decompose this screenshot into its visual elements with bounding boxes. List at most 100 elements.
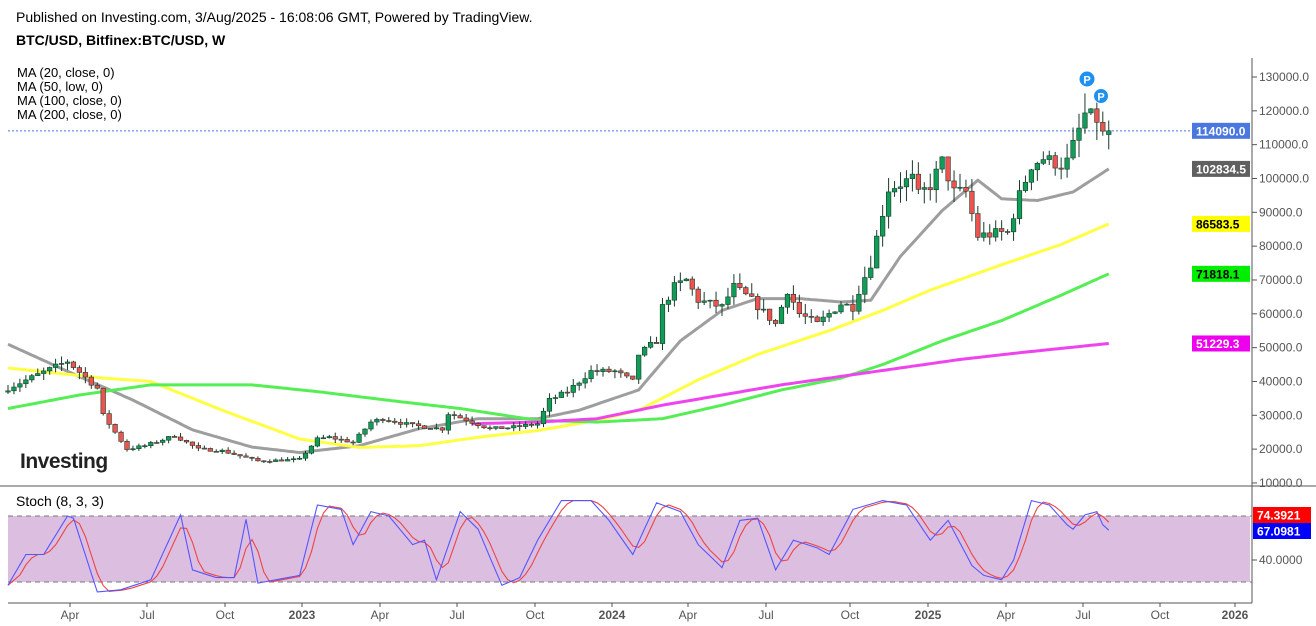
candle: [880, 204, 886, 247]
candle: [362, 428, 368, 437]
y-tick-label: 50000.0: [1259, 341, 1303, 355]
candle: [719, 303, 725, 316]
signal-marker-2[interactable]: P: [1093, 88, 1109, 104]
price-axis[interactable]: 130000.0 120000.0 110000.0 100000.0 90000.0 8…: [1252, 70, 1309, 567]
candle: [177, 432, 184, 442]
candles: [5, 91, 1112, 464]
stoch-lines: [7, 499, 1110, 593]
candle: [290, 456, 297, 463]
x-tick-label: Oct: [216, 608, 235, 622]
candle: [582, 372, 588, 389]
axes: [0, 58, 1316, 604]
candle-body: [862, 277, 868, 295]
candle-body: [225, 449, 231, 454]
candle-body: [576, 382, 582, 386]
candle: [1082, 93, 1088, 134]
candle-body: [981, 232, 987, 238]
candle-body: [374, 419, 380, 423]
candle-body: [326, 436, 332, 439]
candle: [1040, 151, 1046, 166]
candle: [618, 368, 624, 378]
y-tick-label: 110000.0: [1259, 138, 1308, 152]
candle: [659, 298, 666, 351]
candle: [386, 417, 392, 423]
candle: [243, 453, 249, 458]
ma200-value-tag: 51229.3: [1196, 337, 1240, 351]
candle: [1004, 229, 1011, 235]
candle-body: [630, 375, 636, 380]
candle: [790, 285, 796, 311]
candle: [160, 438, 166, 446]
candle-body: [749, 293, 755, 297]
candle: [409, 422, 416, 428]
candle-body: [404, 422, 410, 425]
candle: [332, 432, 338, 444]
candle: [725, 287, 731, 309]
candle: [665, 296, 672, 313]
candle: [677, 272, 683, 292]
candle: [981, 221, 987, 242]
x-tick-label: Apr: [679, 608, 698, 622]
candle: [1034, 161, 1040, 181]
candle: [856, 285, 862, 315]
y-tick-label: 60000.0: [1259, 307, 1303, 321]
candle: [915, 162, 921, 195]
candle-body: [201, 447, 207, 450]
candle: [392, 418, 398, 425]
candle: [439, 426, 445, 434]
candle-body: [868, 267, 874, 278]
candle: [701, 292, 707, 306]
candle: [142, 443, 148, 449]
candle-body: [261, 460, 267, 463]
candle-body: [76, 367, 82, 373]
candle: [749, 283, 755, 298]
ma100-value-tag: 71818.1: [1196, 267, 1240, 281]
candle: [17, 378, 23, 392]
candle-body: [1082, 112, 1088, 129]
ma-line-3: [472, 342, 1109, 426]
candle: [945, 156, 951, 191]
candle: [1010, 213, 1017, 241]
candle: [850, 295, 856, 321]
candle-body: [136, 445, 142, 450]
candle: [713, 291, 719, 314]
candle: [499, 426, 505, 429]
candle-body: [1100, 122, 1106, 132]
candle-body: [558, 391, 564, 398]
candle-body: [481, 425, 487, 429]
time-axis[interactable]: Apr Jul Oct 2023 Apr Jul Oct 2024 Apr Jul Oct 2025 A…: [61, 603, 1249, 622]
candle: [564, 386, 570, 397]
candle-body: [880, 216, 886, 237]
y-tick-label: 10000.0: [1259, 476, 1303, 490]
candle: [588, 365, 594, 383]
candle-body: [219, 449, 225, 453]
signal-marker-1[interactable]: P: [1079, 71, 1095, 87]
candle: [320, 434, 326, 440]
candle-body: [844, 303, 850, 306]
candle-body: [249, 456, 255, 459]
candle: [237, 454, 243, 459]
candle-body: [1022, 181, 1029, 191]
candle: [612, 369, 618, 379]
candle-body: [118, 431, 124, 442]
y-tick-label: 100000.0: [1259, 171, 1309, 185]
candle: [338, 435, 344, 443]
candle: [778, 304, 785, 325]
candle: [421, 425, 428, 429]
last-price-tag-bg: [1192, 122, 1250, 139]
legend-ma100: MA (100, close, 0): [17, 93, 122, 108]
candle-body: [582, 378, 588, 384]
candle: [927, 173, 933, 201]
candle-body: [737, 283, 743, 288]
candle: [1076, 113, 1082, 158]
candle-body: [314, 437, 321, 447]
candle-body: [701, 300, 707, 303]
candle: [255, 456, 261, 462]
candle: [219, 448, 225, 454]
candle: [552, 394, 558, 404]
candle: [784, 293, 791, 314]
candle-body: [356, 433, 362, 443]
candle: [546, 393, 553, 417]
